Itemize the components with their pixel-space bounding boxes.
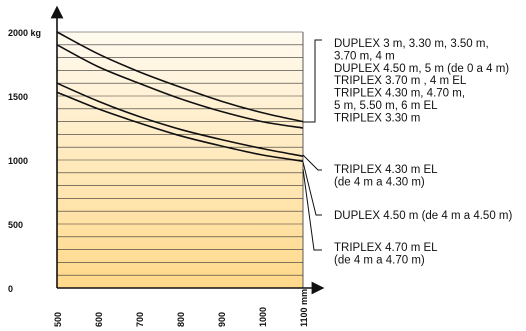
legend-entry: 5 m, 5.50 m, 6 m EL: [334, 100, 438, 112]
legend-connector: [303, 39, 322, 123]
legend-entry: (de 4 m a 4.70 m): [334, 254, 425, 266]
x-tick-label: 500: [53, 312, 63, 327]
legend-entry: 3.70 m, 4 m: [334, 50, 395, 62]
legend-entry: DUPLEX 4.50 m, 5 m (de 0 a 4 m): [334, 63, 509, 75]
x-axis-ticks: 500 600 700 800 900 1000 1100 mm: [53, 289, 309, 327]
y-tick-label: 500: [8, 220, 23, 230]
series-line: [56, 44, 304, 129]
x-tick-label: 1100 mm: [299, 289, 309, 327]
legend-entry: TRIPLEX 3.70 m , 4 m EL: [334, 75, 467, 87]
legend-connector: [302, 168, 322, 251]
series-line: [56, 91, 304, 163]
series-lines: [56, 31, 304, 163]
x-tick-label: 700: [135, 312, 145, 327]
series-line: [56, 82, 304, 157]
legend-connectors: [302, 39, 322, 251]
legend-entry: DUPLEX 3 m, 3.30 m, 3.50 m,: [334, 38, 489, 50]
x-tick-label: 1000: [258, 307, 268, 327]
legend-entry: TRIPLEX 4.70 m EL: [334, 242, 438, 254]
y-tick-label: 0: [8, 284, 13, 294]
legend: DUPLEX 3 m, 3.30 m, 3.50 m,3.70 m, 4 mDU…: [334, 38, 512, 266]
x-tick-label: 600: [94, 312, 104, 327]
y-tick-label: 1000: [8, 156, 28, 166]
y-tick-label: 2000 kg: [8, 28, 41, 38]
legend-entry: TRIPLEX 4.30 m, 4.70 m,: [334, 88, 465, 100]
legend-connector: [302, 161, 322, 216]
y-axis-ticks: 0 500 1000 1500 2000 kg: [8, 28, 41, 294]
legend-connector: [302, 154, 322, 171]
grid-lines: [57, 31, 304, 288]
legend-entry: (de 4 m a 4.30 m): [334, 176, 425, 188]
legend-entry: DUPLEX 4.50 m (de 4 m a 4.50 m): [334, 210, 512, 222]
series-line: [56, 31, 304, 123]
y-tick-label: 1500: [8, 92, 28, 102]
legend-entry: TRIPLEX 3.30 m: [334, 112, 420, 124]
legend-entry: TRIPLEX 4.30 m EL: [334, 164, 438, 176]
x-tick-label: 900: [217, 312, 227, 327]
x-tick-label: 800: [176, 312, 186, 327]
